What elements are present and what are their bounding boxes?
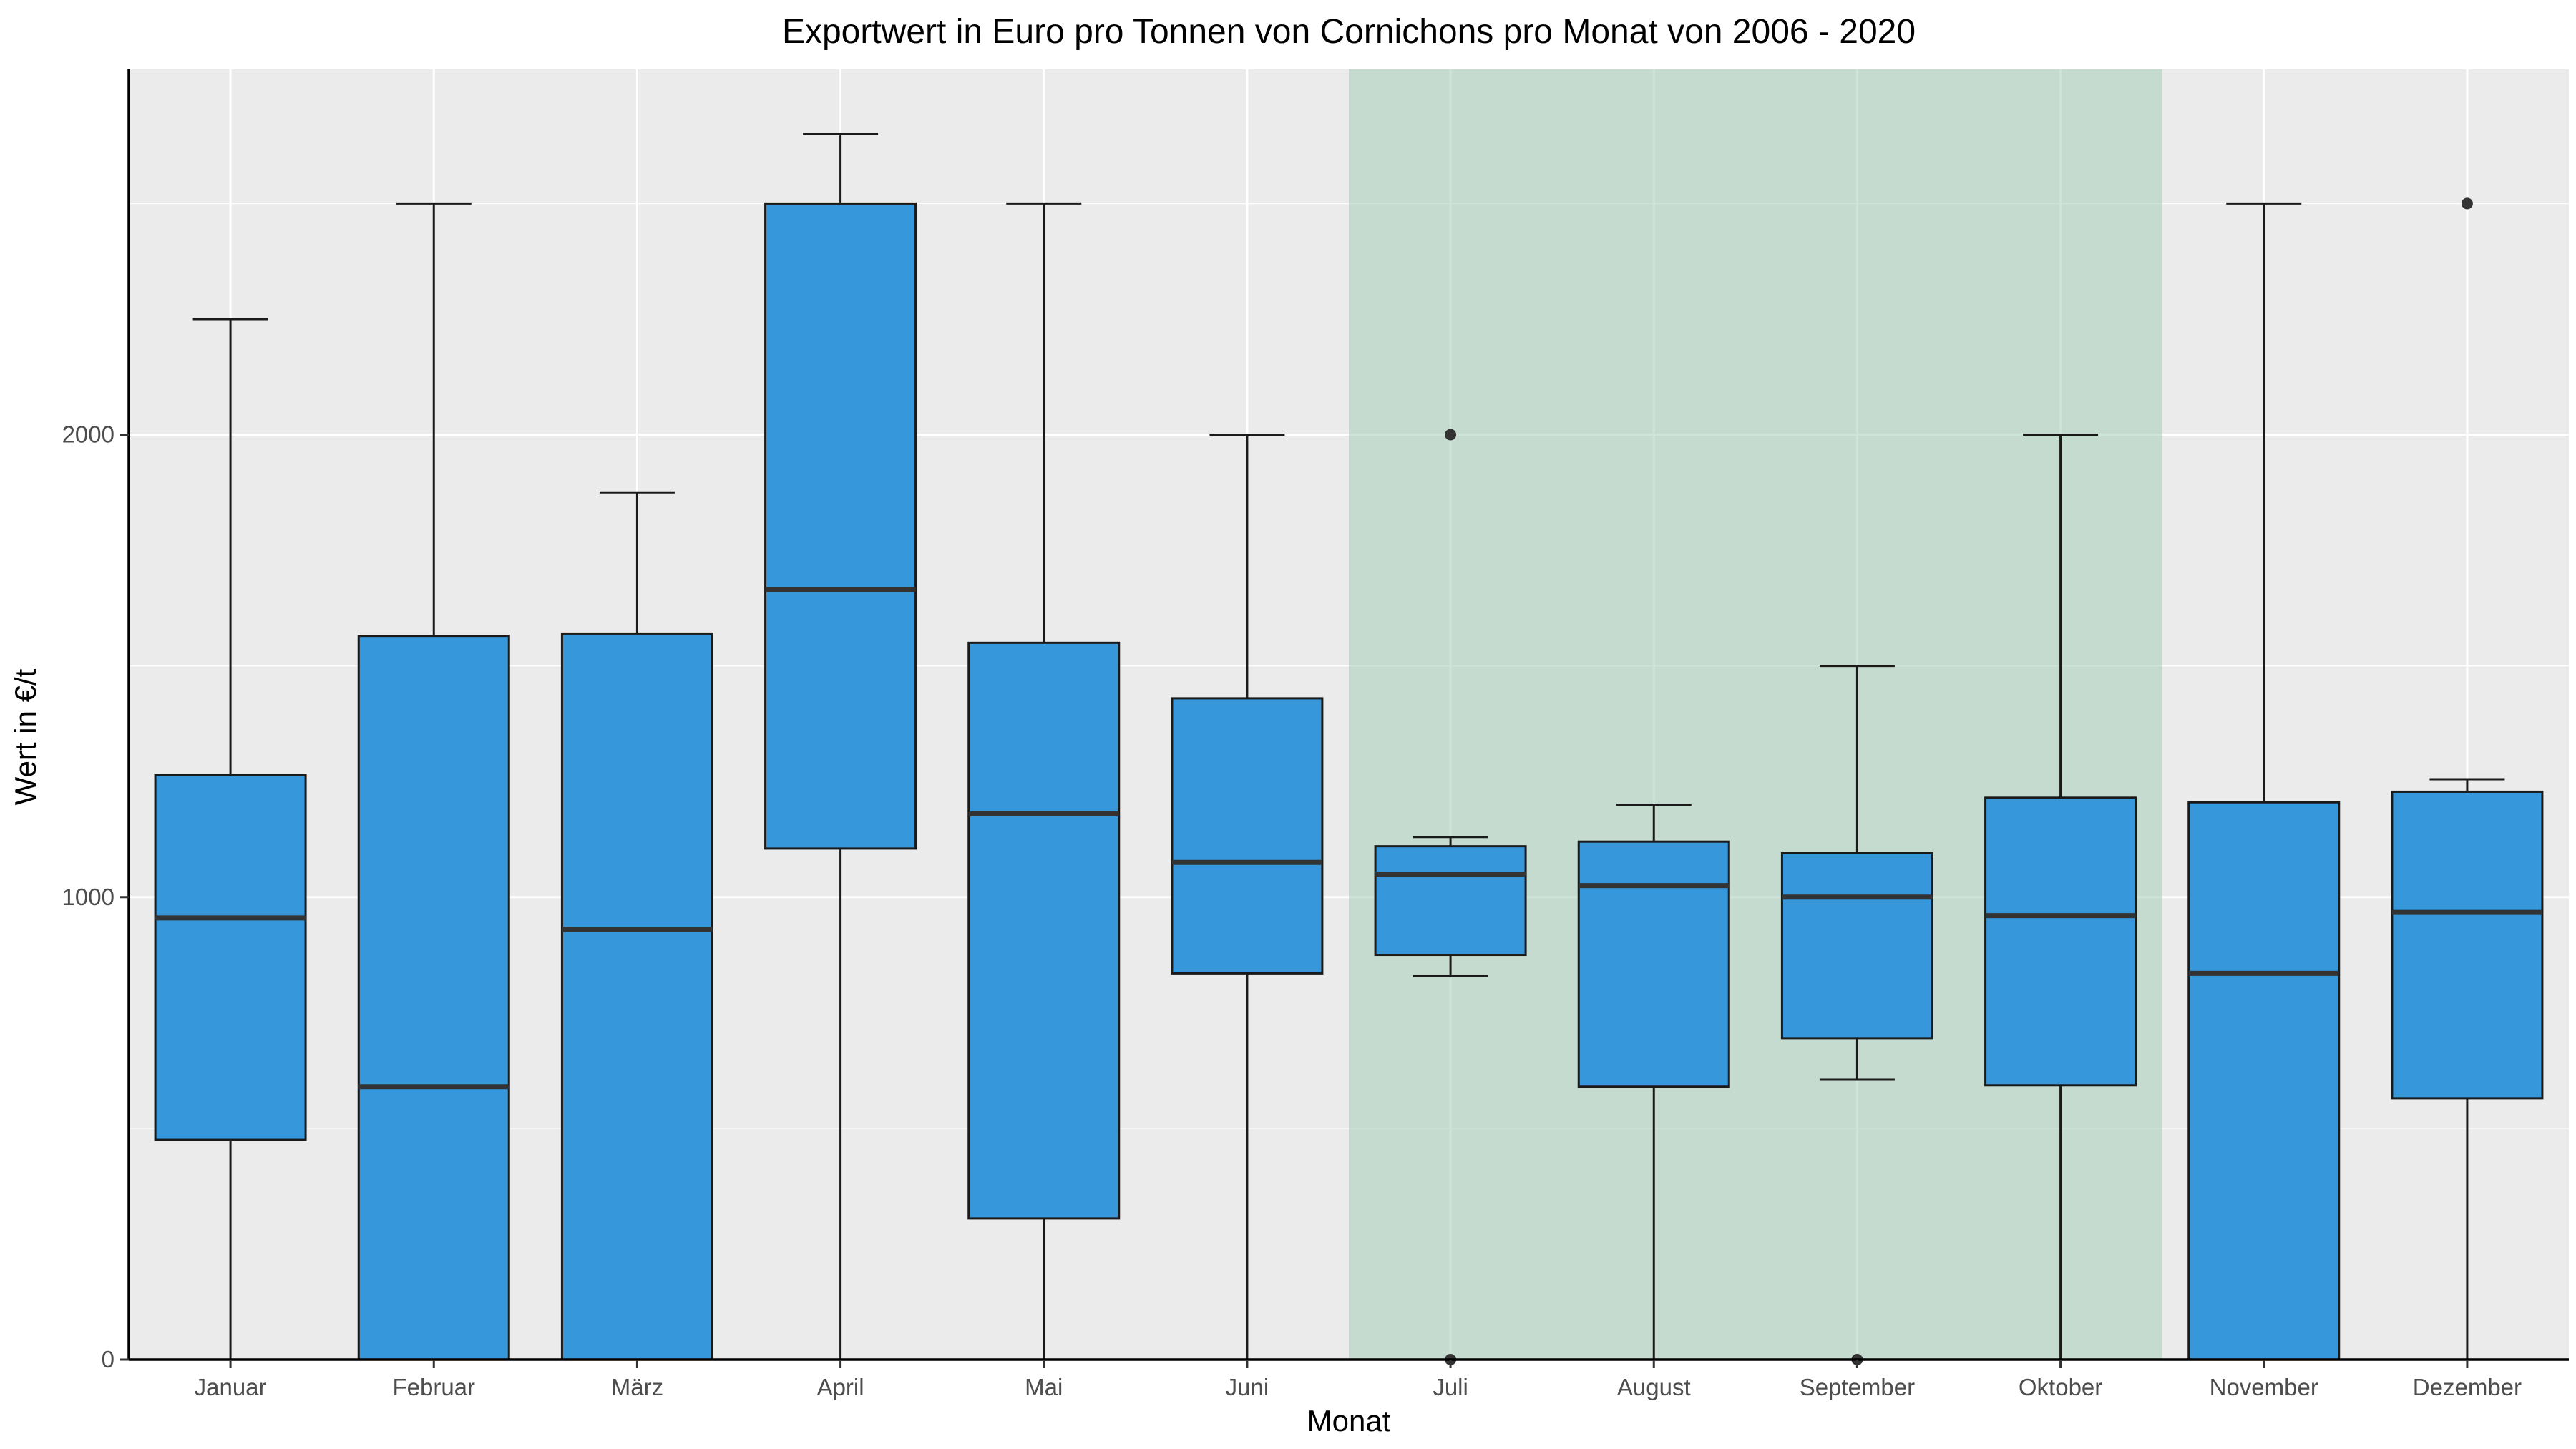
chart-title: Exportwert in Euro pro Tonnen von Cornic… xyxy=(782,13,1916,51)
x-tick-label: Mai xyxy=(1025,1374,1063,1400)
x-tick-label: März xyxy=(611,1374,663,1400)
box-August xyxy=(1577,804,1730,1361)
x-tick-label: Juni xyxy=(1226,1374,1269,1400)
box-Februar xyxy=(357,202,510,1361)
box-Juli xyxy=(1374,429,1527,1365)
outlier-point xyxy=(1445,429,1457,441)
x-axis-title: Monat xyxy=(1307,1404,1391,1438)
x-tick-label: August xyxy=(1617,1374,1691,1400)
y-axis-ticks: 0 1000 2000 xyxy=(62,421,129,1372)
highlight-band xyxy=(1349,69,2162,1360)
box-iqr xyxy=(1374,845,1527,957)
box-Januar xyxy=(154,318,307,1361)
box-iqr xyxy=(764,202,917,850)
x-tick-label: Dezember xyxy=(2413,1374,2522,1400)
box-iqr xyxy=(2187,801,2341,1361)
axes xyxy=(127,69,2569,1361)
box-September xyxy=(1780,665,1933,1365)
box-iqr xyxy=(357,635,510,1361)
x-tick-label: November xyxy=(2210,1374,2318,1400)
box-iqr xyxy=(1577,840,1730,1088)
outlier-point xyxy=(2461,197,2473,210)
y-tick-label: 0 xyxy=(102,1346,114,1372)
box-iqr xyxy=(560,632,713,1361)
box-Dezember xyxy=(2391,197,2544,1361)
x-tick-label: Januar xyxy=(195,1374,267,1400)
x-tick-label: April xyxy=(817,1374,864,1400)
y-tick-label: 1000 xyxy=(62,884,114,910)
box-iqr xyxy=(154,774,307,1141)
x-tick-label: Februar xyxy=(392,1374,475,1400)
box-März xyxy=(560,491,713,1361)
box-Juni xyxy=(1171,434,1324,1361)
x-axis-ticks: Januar Februar März April Mai Juni Juli August S… xyxy=(195,1360,2522,1400)
boxes xyxy=(154,132,2544,1365)
x-tick-label: Oktober xyxy=(2019,1374,2102,1400)
box-iqr xyxy=(1984,796,2137,1087)
x-tick-label: September xyxy=(1800,1374,1915,1400)
x-tick-label: Juli xyxy=(1433,1374,1468,1400)
box-April xyxy=(764,132,917,1361)
box-iqr xyxy=(2391,790,2544,1100)
y-tick-label: 2000 xyxy=(62,421,114,448)
box-iqr xyxy=(1171,697,1324,975)
box-Oktober xyxy=(1984,434,2137,1361)
box-iqr xyxy=(967,641,1121,1220)
box-iqr xyxy=(1780,852,1933,1040)
y-axis-title: Wert in €/t xyxy=(9,668,42,805)
